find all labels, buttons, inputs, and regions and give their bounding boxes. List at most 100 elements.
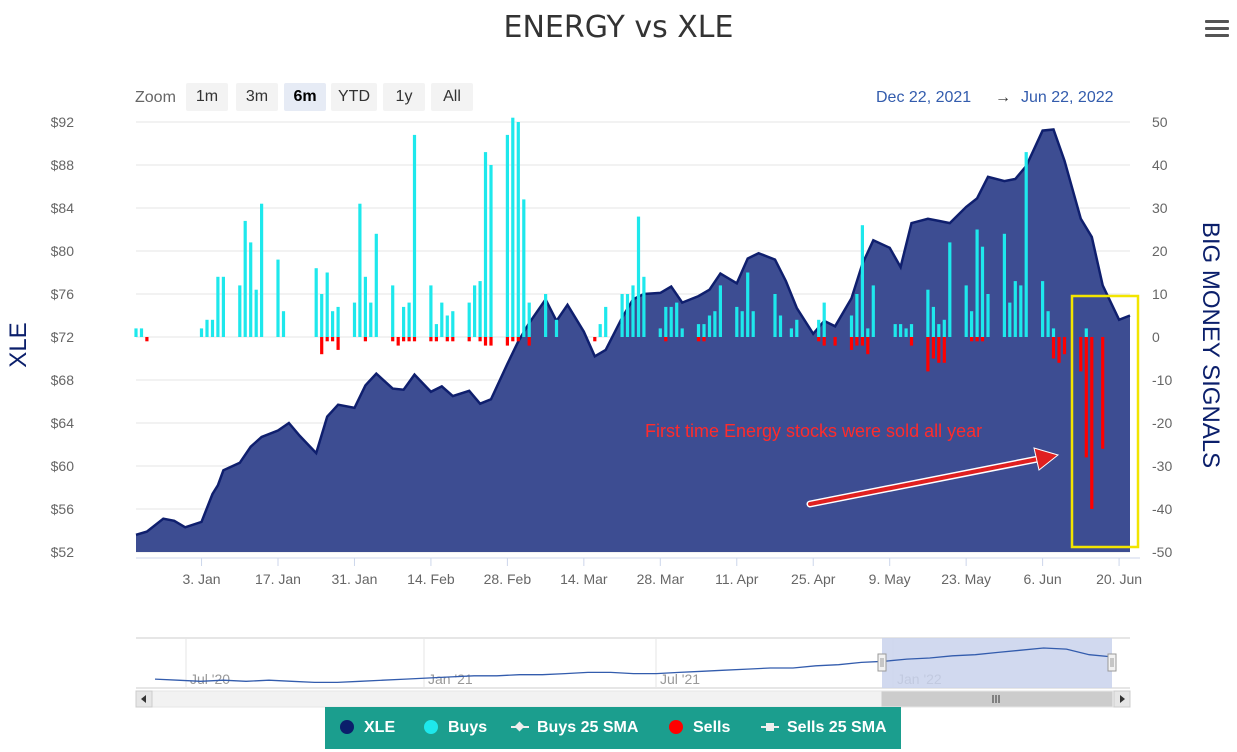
x-tick-label: 31. Jan [331,571,377,587]
sell-bar [1084,337,1088,458]
sell-bar [942,337,946,363]
sell-bar [363,337,367,342]
y-left-tick-label: $56 [51,501,75,517]
sell-bar [511,337,515,342]
legend: XLE Buys Buys 25 SMA Sells Sells 25 SMA [325,707,901,749]
sell-bar [451,337,455,342]
buy-bar [1024,152,1028,337]
buy-bar [740,311,744,337]
buy-bar [1051,328,1056,337]
sell-bar [1079,337,1083,372]
buy-bar [964,285,968,337]
sell-bar [483,337,488,346]
x-tick-label: 17. Jan [255,571,301,587]
sell-bar [516,337,520,342]
buy-bar [505,134,509,337]
y-left-tick-label: $80 [51,243,75,259]
buy-bar [696,324,701,337]
zoom-1m-button[interactable]: 1m [186,83,228,111]
legend-item-buys[interactable]: Buys [424,707,487,749]
buy-bar [970,311,974,337]
buy-bar [795,319,799,337]
zoom-all-button[interactable]: All [431,83,473,111]
sell-bar [931,337,935,359]
sell-bar [396,337,400,346]
buy-bar [434,324,438,337]
buy-bar [407,302,411,337]
y-right-tick-label: -40 [1152,501,1172,517]
buy-bar [860,225,864,337]
y-right-tick-label: 50 [1152,114,1168,130]
sell-bar [402,337,406,342]
buy-bar [658,328,662,337]
range-from-input[interactable]: Dec 22, 2021 [876,89,972,106]
legend-item-xle[interactable]: XLE [340,707,395,749]
legend-item-sells[interactable]: Sells [669,707,730,749]
buy-bar [718,285,722,337]
buy-bar [352,302,357,337]
buy-bar [598,324,602,337]
buy-bar [314,268,318,337]
legend-item-buys-sma[interactable]: Buys 25 SMA [511,707,638,749]
y-left-tick-label: $84 [51,200,75,216]
buy-bar [238,285,242,337]
buy-bar [642,276,646,337]
sell-bar [937,337,941,363]
sell-bar [391,337,395,342]
buy-bar [680,328,684,337]
buy-bar [478,281,482,337]
legend-label: Buys [448,719,488,736]
buy-bar [205,319,209,337]
zoom-ytd-button[interactable]: YTD [331,83,377,111]
context-menu-icon[interactable] [1205,20,1229,40]
navigator-handle[interactable] [877,653,887,672]
x-tick-label: 9. May [869,571,911,587]
buy-bar [440,302,444,337]
buy-bar [773,294,777,337]
legend-item-sells-sma[interactable]: Sells 25 SMA [761,707,887,749]
navigator-tick-label: Jul '20 [190,671,230,687]
buy-bar [1013,281,1017,337]
buy-bar [276,259,280,337]
buy-bar [1002,233,1006,337]
zoom-3m-button[interactable]: 3m [236,83,278,111]
buy-bar [1084,328,1088,337]
buy-bar [1019,285,1023,337]
y-left-tick-label: $88 [51,157,75,173]
buy-bar [527,302,531,337]
y-left-tick-label: $52 [51,544,75,560]
buy-bar [516,122,520,337]
buy-bar [669,306,673,337]
sell-bar [325,337,329,342]
buy-bar [735,306,739,337]
buy-bar [926,289,930,337]
buy-bar [636,216,641,337]
navigator-series-line [154,647,1113,684]
buy-bar [374,233,378,337]
buy-bar [139,328,144,337]
xle-area [136,129,1130,552]
scrollbar-thumb[interactable] [881,691,1113,707]
range-to-input[interactable]: Jun 22, 2022 [1021,89,1114,106]
y-left-tick-label: $68 [51,372,75,388]
buy-bar [866,328,870,337]
buy-bar [331,311,335,337]
navigator-handle[interactable] [1107,653,1117,672]
y-right-tick-label: -50 [1152,544,1172,560]
sell-bar [331,337,335,342]
buy-bar [320,294,324,337]
buy-bar [554,319,559,337]
sell-bar [505,337,509,346]
y-left-axis-title: XLE [5,322,32,367]
buy-bar [260,203,264,337]
zoom-1y-button[interactable]: 1y [383,83,425,111]
sell-bar [593,337,597,342]
zoom-6m-button[interactable]: 6m [284,83,326,111]
buy-bar [429,285,433,337]
buy-bar [1041,281,1045,337]
buy-bar [713,311,717,337]
buy-bar [1008,302,1012,337]
buy-bar [358,203,362,337]
sell-bar [926,337,930,372]
buy-bar [702,324,706,337]
